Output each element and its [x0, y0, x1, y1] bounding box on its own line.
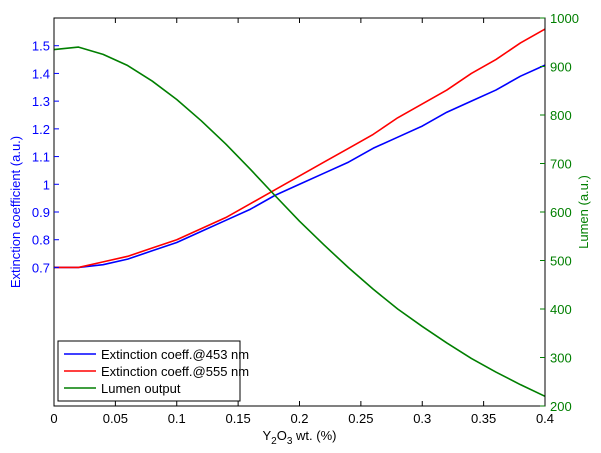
x-tick-label: 0.4 [536, 411, 554, 426]
y-left-tick-label: 1.1 [32, 150, 50, 165]
x-tick-label: 0.2 [290, 411, 308, 426]
y-right-tick-label: 900 [550, 60, 572, 75]
legend-label: Lumen output [101, 381, 181, 396]
y-left-tick-label: 1.5 [32, 39, 50, 54]
x-tick-label: 0.25 [348, 411, 373, 426]
y-right-tick-label: 500 [550, 254, 572, 269]
y-axis-left: 0.7 0.8 0.9 1 1.1 1.2 1.3 1.4 1.5 [32, 39, 59, 275]
y-left-tick-label: 1.2 [32, 122, 50, 137]
x-axis-label: Y2O3 wt. (%) [263, 428, 337, 447]
y-axis-right: 200 300 400 500 600 700 800 900 1000 [540, 11, 579, 414]
y-left-tick-label: 0.8 [32, 233, 50, 248]
y-right-tick-label: 700 [550, 157, 572, 172]
legend-label: Extinction coeff.@453 nm [101, 347, 249, 362]
x-tick-label: 0 [50, 411, 57, 426]
y-right-tick-label: 400 [550, 302, 572, 317]
y-left-tick-label: 1 [43, 177, 50, 192]
x-tick-label: 0.15 [225, 411, 250, 426]
y-right-tick-label: 200 [550, 399, 572, 414]
y-axis-right-label: Lumen (a.u.) [576, 175, 591, 249]
y-left-tick-label: 1.4 [32, 66, 50, 81]
series-line-3 [53, 46, 546, 398]
series-layer [53, 28, 546, 398]
series-line-1 [54, 64, 546, 269]
y-right-tick-label: 300 [550, 351, 572, 366]
x-tick-label: 0.3 [413, 411, 431, 426]
x-axis-label-part: wt. (%) [292, 428, 336, 443]
x-axis: 0 0.05 0.1 0.15 0.2 0.25 0.3 0.35 0.4 [50, 18, 554, 426]
x-tick-label: 0.1 [168, 411, 186, 426]
x-tick-label: 0.05 [103, 411, 128, 426]
y-left-tick-label: 0.7 [32, 260, 50, 275]
series-line-2 [54, 28, 546, 269]
y-right-tick-label: 600 [550, 205, 572, 220]
x-tick-label: 0.35 [471, 411, 496, 426]
y-left-tick-label: 0.9 [32, 205, 50, 220]
y-right-tick-label: 1000 [550, 11, 579, 26]
x-axis-label-subscript: 2 [271, 436, 277, 447]
legend-label: Extinction coeff.@555 nm [101, 364, 249, 379]
legend: Extinction coeff.@453 nm Extinction coeff… [57, 340, 249, 402]
x-axis-label-part: Y [263, 428, 272, 443]
x-axis-label-subscript: 3 [287, 436, 293, 447]
x-axis-label-part: O [277, 428, 287, 443]
y-axis-left-label: Extinction coefficient (a.u.) [8, 136, 23, 288]
y-left-tick-label: 1.3 [32, 94, 50, 109]
y-right-tick-label: 800 [550, 108, 572, 123]
